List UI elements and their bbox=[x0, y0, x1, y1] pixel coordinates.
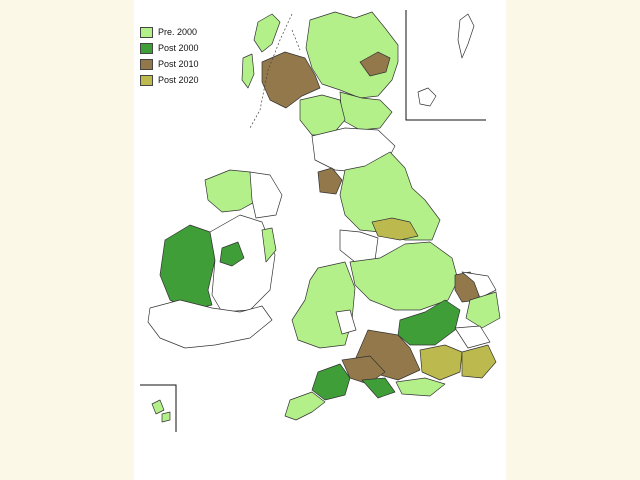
region-channel-islands bbox=[151, 399, 171, 423]
region-ireland-east bbox=[261, 227, 277, 263]
region-midlands bbox=[349, 241, 459, 311]
region-scotland-highland-post2010 bbox=[261, 51, 321, 109]
legend-label: Post 2010 bbox=[158, 59, 199, 69]
region-devon-post2000 bbox=[311, 363, 351, 401]
region-ni-white bbox=[249, 171, 283, 219]
region-yorkshire-post2020 bbox=[371, 217, 419, 241]
region-sussex bbox=[395, 377, 446, 397]
legend-item-pre-2000: Pre. 2000 bbox=[140, 25, 199, 39]
region-ireland-south-white bbox=[147, 299, 273, 349]
inset-frame-northern-isles bbox=[405, 10, 486, 121]
region-north-england bbox=[339, 151, 441, 241]
region-ireland-west-post2000 bbox=[159, 224, 216, 311]
legend-label: Post 2020 bbox=[158, 75, 199, 85]
region-essex-white bbox=[454, 325, 491, 349]
legend-swatch bbox=[140, 42, 153, 54]
region-dorset-post2000 bbox=[361, 377, 396, 399]
region-london-post2020 bbox=[419, 344, 463, 381]
maritime-boundary-line bbox=[249, 13, 293, 129]
legend-item-post-2010: Post 2010 bbox=[140, 57, 199, 71]
region-orkney bbox=[417, 87, 437, 107]
region-scotland-east bbox=[339, 91, 393, 131]
region-somerset-post2010 bbox=[341, 355, 386, 385]
legend-item-post-2020: Post 2020 bbox=[140, 73, 199, 87]
region-cornwall bbox=[284, 391, 326, 421]
legend: Pre. 2000 Post 2000 Post 2010 Post 2020 bbox=[140, 25, 199, 89]
region-wales bbox=[291, 261, 356, 349]
region-lancs-white bbox=[339, 229, 379, 263]
region-ireland-midlands-post2000 bbox=[219, 241, 245, 267]
maritime-boundary-line-2 bbox=[291, 29, 301, 51]
region-shetland bbox=[457, 13, 475, 59]
region-suffolk bbox=[465, 291, 501, 329]
region-scotland-sw-post2010 bbox=[317, 167, 343, 195]
legend-label: Pre. 2000 bbox=[158, 27, 198, 37]
region-ireland-central-white bbox=[209, 214, 276, 313]
region-scotland-ne-post2010 bbox=[359, 51, 391, 77]
region-kent-post2020 bbox=[461, 344, 497, 379]
region-scotland-north bbox=[305, 11, 399, 99]
region-norfolk-white bbox=[461, 271, 497, 299]
region-scotland-central bbox=[299, 94, 346, 136]
inset-frame-channel-islands bbox=[140, 384, 177, 432]
legend-item-post-2000: Post 2000 bbox=[140, 41, 199, 55]
legend-label: Post 2000 bbox=[158, 43, 199, 53]
region-oxford-post2000 bbox=[397, 299, 461, 346]
legend-swatch bbox=[140, 26, 153, 38]
region-hebrides-south bbox=[241, 53, 255, 89]
legend-swatch bbox=[140, 58, 153, 70]
region-wales-white bbox=[335, 309, 357, 335]
region-hebrides bbox=[253, 13, 281, 53]
legend-swatch bbox=[140, 74, 153, 86]
